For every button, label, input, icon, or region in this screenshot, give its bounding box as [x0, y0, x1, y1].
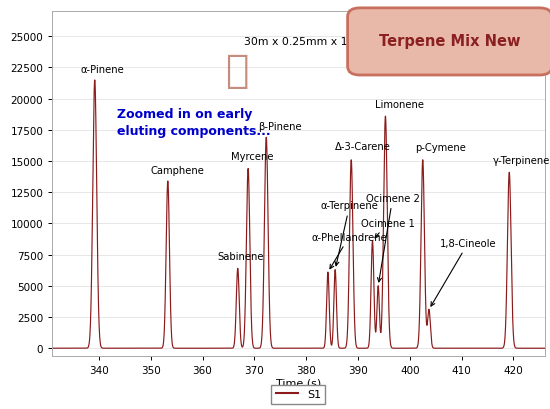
Text: α-Pinene: α-Pinene [81, 65, 124, 74]
S1 [541, 346, 548, 351]
S1 [491, 346, 497, 351]
Text: 30m x 0.25mm x 1.0μm Rxi-1301Sil MS: 30m x 0.25mm x 1.0μm Rxi-1301Sil MS [244, 36, 460, 47]
S1 [91, 78, 98, 83]
Text: 1,8-Cineole: 1,8-Cineole [431, 238, 497, 306]
S1 [540, 346, 547, 351]
Text: β-Pinene: β-Pinene [258, 122, 302, 132]
Text: Δ-3-Carene: Δ-3-Carene [334, 142, 390, 152]
Text: Zoomed in on early
eluting components...: Zoomed in on early eluting components... [117, 108, 271, 138]
X-axis label: Time (s): Time (s) [276, 378, 321, 388]
S1 [270, 346, 277, 351]
S1 [363, 346, 370, 351]
Text: p-Cymene: p-Cymene [415, 143, 466, 153]
Text: Ocimene 1: Ocimene 1 [361, 218, 415, 238]
Text: Myrcene: Myrcene [231, 152, 273, 162]
Line: S1: S1 [52, 81, 544, 348]
Text: α-Terpinene: α-Terpinene [321, 201, 378, 266]
Legend: S1: S1 [271, 384, 326, 404]
Text: γ-Terpinene: γ-Terpinene [493, 155, 550, 165]
S1 [461, 346, 468, 351]
FancyBboxPatch shape [348, 9, 550, 76]
Text: Camphene: Camphene [151, 165, 205, 175]
Text: Terpene Mix New: Terpene Mix New [379, 34, 521, 49]
S1 [477, 346, 483, 351]
S1 [49, 346, 56, 351]
Text: α-Phellandrene: α-Phellandrene [311, 232, 387, 269]
Text: 🍁: 🍁 [225, 52, 249, 90]
Text: Sabinene: Sabinene [217, 251, 263, 261]
Text: Ocimene 2: Ocimene 2 [366, 193, 420, 282]
Text: Limonene: Limonene [375, 99, 424, 109]
S1 [535, 346, 541, 351]
